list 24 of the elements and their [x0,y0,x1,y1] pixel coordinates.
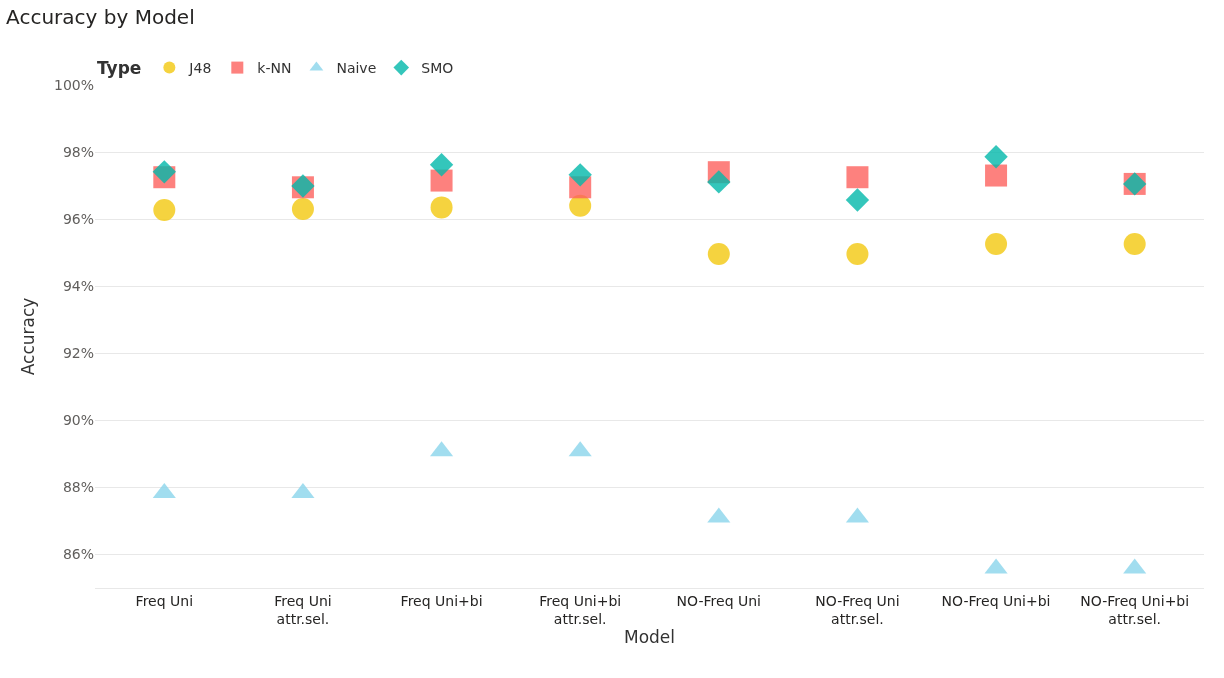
x-axis-title: Model [623,627,676,648]
chart-title: Accuracy by Model [6,5,195,30]
y-tick-label: 100% [53,76,94,93]
x-tick-label: Freq Uni+bi attr.sel. [539,592,622,627]
legend-label: SMO [421,60,454,77]
y-tick-label: 88% [62,479,94,496]
x-tick-label: NO-Freq Uni+bi [941,592,1051,609]
legend-title: Type [97,58,142,79]
legend-label: J48 [188,60,212,77]
x-tick-label: NO-Freq Uni+bi attr.sel. [1080,592,1190,627]
y-axis-title: Accuracy [17,297,38,376]
x-tick-label: Freq Uni+bi [400,592,483,609]
y-tick-label: 98% [62,143,94,160]
x-tick-label: Freq Uni attr.sel. [274,592,332,627]
x-tick-label: NO-Freq Uni attr.sel. [815,592,900,627]
y-tick-label: 96% [62,211,94,228]
legend-label: k-NN [257,60,292,77]
y-tick-label: 90% [62,412,94,429]
y-tick-label: 94% [62,278,94,295]
y-tick-label: 92% [62,345,94,362]
legend-label: Naive [336,60,377,77]
x-tick-label: NO-Freq Uni [676,592,762,609]
y-tick-label: 86% [62,546,94,563]
x-tick-label: Freq Uni [135,592,194,609]
